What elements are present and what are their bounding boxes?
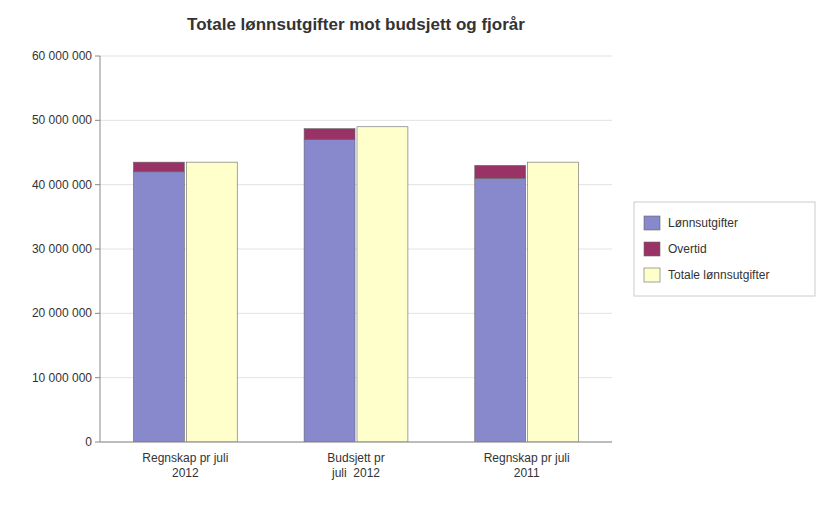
- y-tick: [95, 377, 100, 378]
- x-tick-label: Budsjett prjuli 2012: [327, 451, 384, 480]
- bar: [475, 165, 526, 178]
- y-tick: [95, 56, 100, 57]
- bar: [304, 140, 355, 442]
- bar: [133, 162, 184, 172]
- x-axis-line: [100, 442, 612, 443]
- x-tick-label: Regnskap pr juli2011: [484, 451, 570, 480]
- y-tick-label: 40 000 000: [32, 178, 92, 192]
- y-tick: [95, 120, 100, 121]
- bar: [133, 172, 184, 442]
- chart: Totale lønnsutgifter mot budsjett og fjo…: [0, 0, 827, 512]
- legend-label: Lønnsutgifter: [668, 216, 738, 230]
- grid-line: [100, 442, 612, 443]
- bars: [133, 127, 578, 442]
- grid-line: [100, 120, 612, 121]
- y-tick: [95, 442, 100, 443]
- y-tick-label: 50 000 000: [32, 113, 92, 127]
- bar: [475, 178, 526, 442]
- legend-label: Totale lønnsutgifter: [668, 268, 769, 282]
- legend-swatch: [644, 242, 660, 256]
- legend-swatch: [644, 268, 660, 282]
- x-tick-label: Regnskap pr juli2012: [142, 451, 228, 480]
- y-tick-label: 0: [85, 435, 92, 449]
- y-tick: [95, 313, 100, 314]
- bar: [528, 162, 579, 442]
- y-tick-label: 30 000 000: [32, 242, 92, 256]
- title: Totale lønnsutgifter mot budsjett og fjo…: [187, 15, 525, 34]
- y-axis: 0 10 000 000 20 000 000 30 000 000 40 000 00…: [32, 49, 612, 449]
- y-tick-label: 20 000 000: [32, 306, 92, 320]
- legend-label: Overtid: [668, 242, 707, 256]
- bar: [304, 129, 355, 140]
- legend-swatch: [644, 216, 660, 230]
- y-axis-line: [100, 56, 101, 442]
- x-axis: Regnskap pr juli2012 Budsjett prjuli 2012…: [142, 451, 569, 480]
- bar: [186, 162, 237, 442]
- y-tick-label: 60 000 000: [32, 49, 92, 63]
- legend: Lønnsutgifter Overtid Totale lønnsutgifter: [634, 202, 815, 296]
- grid-line: [100, 56, 612, 57]
- legend-frame: [634, 202, 815, 296]
- y-tick: [95, 249, 100, 250]
- bar: [357, 127, 408, 442]
- y-tick-label: 10 000 000: [32, 371, 92, 385]
- y-tick: [95, 184, 100, 185]
